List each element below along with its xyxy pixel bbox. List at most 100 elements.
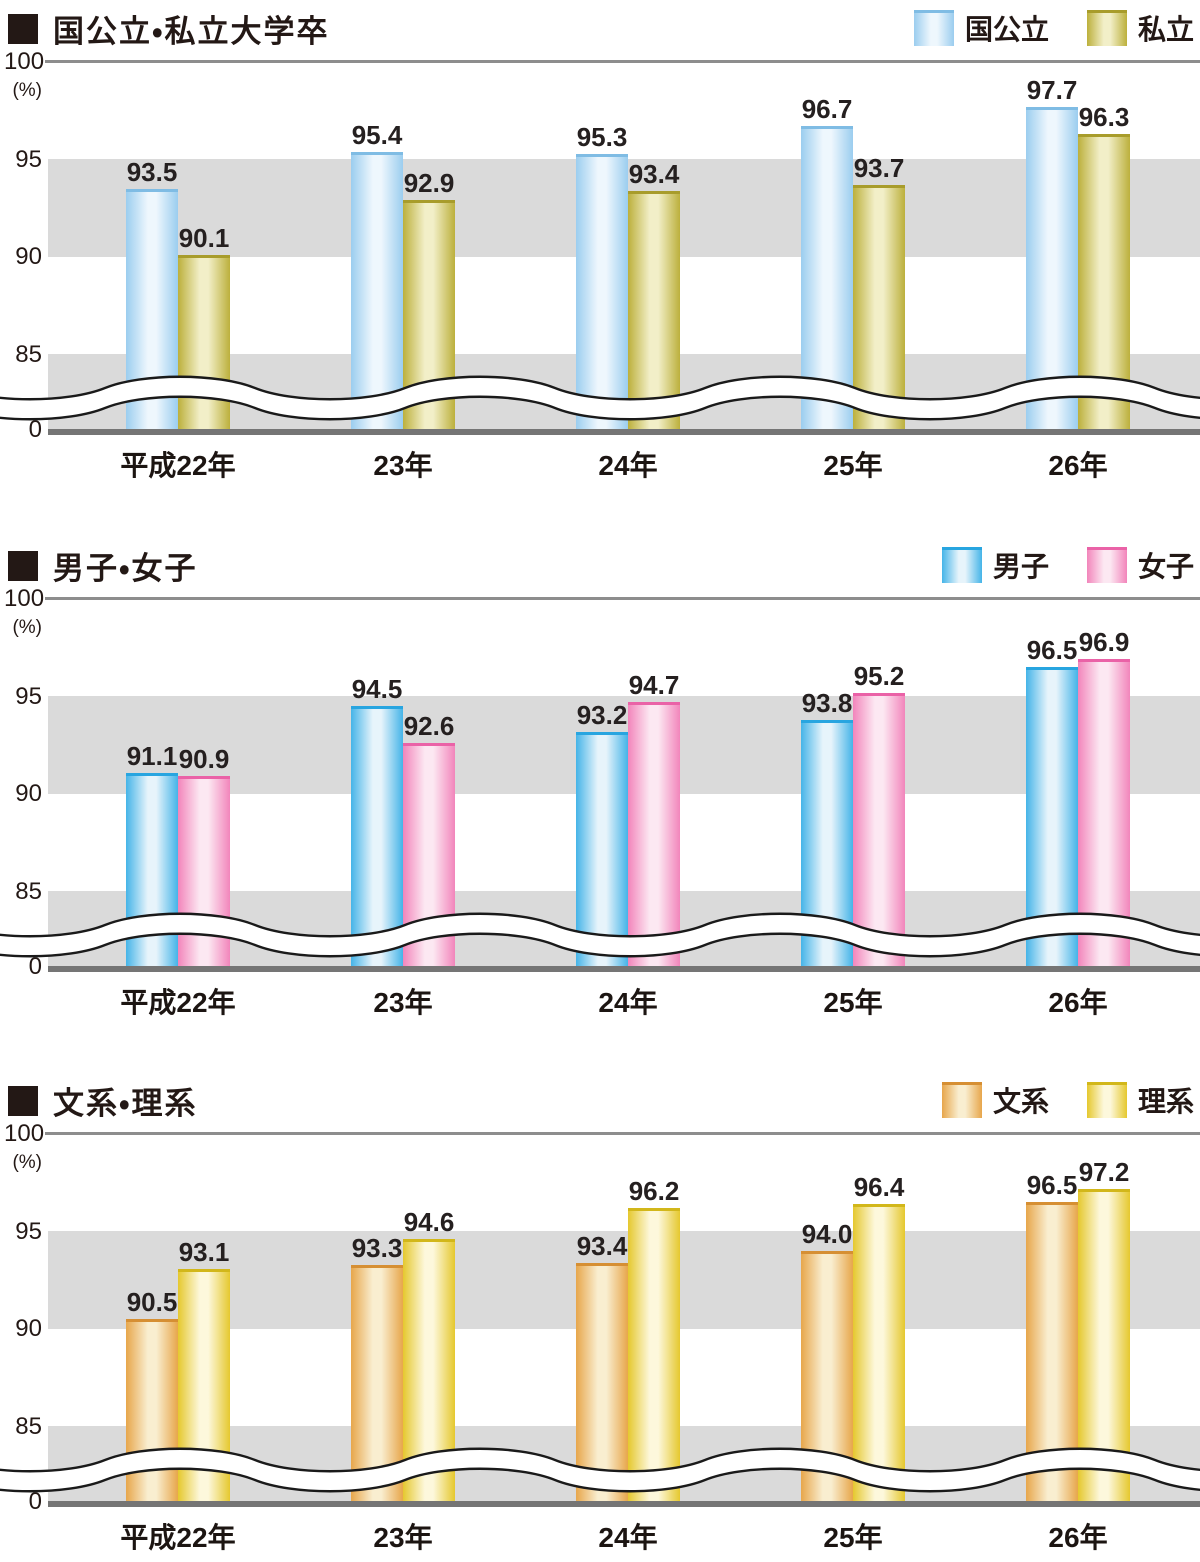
chart-section-male-female: 男子・女子 男子 女子 100 (%) 95 90 85 0 91.1 94.5 9… [0,537,1200,1037]
legend-item: 男子 [941,545,1049,585]
value-label: 90.5 [126,1287,178,1318]
value-label: 96.2 [628,1176,680,1207]
legend-label: 男子 [992,551,1049,582]
legend-label: 女子 [1137,551,1194,582]
legend-swatch-series1 [913,10,954,46]
x-axis-label: 24年 [598,1522,658,1553]
title-square-bullet-icon [8,13,38,44]
chart-section-humanities-sciences: 文系・理系 文系 理系 100 (%) 95 90 85 0 90.5 93.3 9… [0,1072,1200,1562]
value-label: 93.1 [178,1236,230,1267]
plot-area: 91.1 94.5 93.2 93.8 96.5 90.9 92.6 94.7 95.2 96.9… [0,597,1200,1018]
legend-swatch-series1 [941,1082,982,1118]
x-axis-line [48,429,1200,435]
legend-item: 文系 [941,1080,1049,1120]
legend-item: 国公立 [913,8,1049,48]
bar-女子-26年 [1078,659,1130,969]
bar-文系-25年 [801,1251,853,1504]
legend-item: 理系 [1086,1080,1194,1120]
legend-label: 文系 [992,1086,1049,1117]
y-axis-unit: (%) [12,80,42,101]
bar-私立-23年 [403,200,455,432]
value-label: 94.7 [628,670,680,701]
y-tick-85: 85 [15,878,42,905]
value-label: 95.2 [853,660,905,691]
x-axis-label: 26年 [1048,1522,1108,1553]
bar-国公立-24年 [576,153,628,432]
x-axis-line [48,1501,1200,1507]
value-label: 93.4 [576,1230,628,1261]
value-label: 92.9 [403,168,455,199]
x-axis-label: 25年 [823,450,883,481]
bar-国公立-26年 [1026,106,1078,432]
gridline-100 [45,60,1200,63]
y-tick-0: 0 [28,1488,42,1515]
bar-私立-24年 [628,190,680,432]
bar-女子-24年 [628,702,680,969]
x-axis-label: 23年 [373,1522,433,1553]
y-tick-100: 100 [4,48,45,75]
title-square-bullet-icon [8,550,38,581]
bar-男子-平成22年 [126,772,178,969]
bar-男子-23年 [351,706,403,969]
legend-swatch-series2 [1086,10,1127,46]
bar-国公立-23年 [351,151,403,432]
x-axis-label: 26年 [1048,987,1108,1018]
value-label: 95.4 [351,119,403,150]
legend: 男子 女子 [941,545,1194,585]
value-label: 91.1 [126,740,178,771]
value-label: 96.5 [1026,635,1078,666]
value-label: 97.7 [1026,74,1078,105]
value-label: 95.3 [576,121,628,152]
y-tick-85: 85 [15,1413,42,1440]
bar-文系-26年 [1026,1202,1078,1504]
legend: 国公立 私立 [913,8,1194,48]
value-label: 93.7 [853,152,905,183]
y-axis-unit: (%) [12,617,42,638]
value-label: 90.1 [178,223,230,254]
value-label: 93.2 [576,699,628,730]
value-label: 94.6 [403,1207,455,1238]
bar-文系-平成22年 [126,1319,178,1504]
x-axis-label: 25年 [823,987,883,1018]
y-tick-95: 95 [15,1218,42,1245]
value-label: 92.6 [403,711,455,742]
x-axis-label: 23年 [373,987,433,1018]
y-tick-0: 0 [28,416,42,443]
legend-swatch-series1 [941,547,982,583]
bar-男子-26年 [1026,667,1078,969]
legend: 文系 理系 [941,1080,1194,1120]
x-axis-label: 26年 [1048,450,1108,481]
chart-section-national-private: 国公立・私立大学卒 国公立 私立 100 (%) 95 90 85 0 93.5… [0,0,1200,500]
x-axis-label: 平成22年 [120,987,236,1018]
value-label: 93.5 [126,156,178,187]
legend-label: 理系 [1137,1086,1194,1117]
value-label: 96.3 [1078,102,1130,133]
plot-area: 90.5 93.3 93.4 94.0 96.5 93.1 94.6 96.2 96.4 97.2… [0,1132,1200,1553]
value-label: 94.0 [801,1219,853,1249]
legend-swatch-series2 [1086,1082,1127,1118]
bar-女子-平成22年 [178,776,230,969]
y-tick-90: 90 [15,1315,42,1342]
value-label: 93.3 [351,1232,403,1263]
bar-理系-23年 [403,1239,455,1504]
value-label: 94.5 [351,674,403,705]
y-tick-90: 90 [15,243,42,270]
bar-理系-平成22年 [178,1268,230,1504]
chart-title: 男子・女子 [53,551,198,586]
bar-私立-平成22年 [178,255,230,432]
x-axis-label: 24年 [598,987,658,1018]
y-tick-0: 0 [28,953,42,980]
bar-男子-25年 [801,719,853,969]
chart-header: 文系・理系 [8,1078,198,1123]
value-label: 97.2 [1078,1156,1130,1187]
bar-理系-24年 [628,1208,680,1504]
y-tick-100: 100 [4,1120,45,1147]
chart-header: 男子・女子 [8,543,198,588]
x-axis-label: 平成22年 [120,450,236,481]
bar-文系-24年 [576,1262,628,1504]
bar-国公立-25年 [801,126,853,432]
y-tick-95: 95 [15,683,42,710]
value-label: 93.4 [628,158,680,189]
value-label: 93.8 [801,687,853,718]
legend-label: 私立 [1137,14,1194,45]
